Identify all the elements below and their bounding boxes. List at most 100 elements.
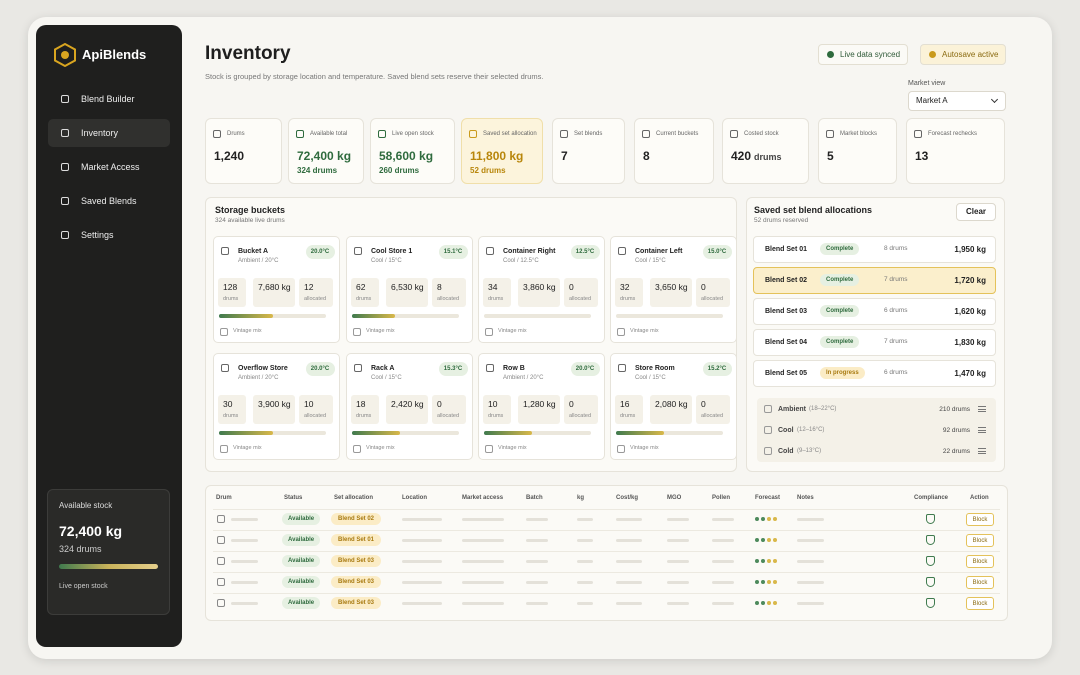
set-drums: 7 drums — [884, 276, 908, 284]
column-header: Pollen — [712, 495, 731, 501]
temp-pill — [306, 245, 335, 259]
forecast-dot — [755, 538, 759, 542]
block-button[interactable] — [966, 534, 994, 547]
block-button[interactable] — [966, 555, 994, 568]
stat-box — [518, 395, 560, 424]
column-header: Batch — [526, 495, 543, 501]
forecast-dot — [761, 538, 765, 542]
icon — [764, 447, 772, 455]
stock-card — [47, 489, 170, 615]
kpi-value: 5 — [827, 149, 834, 163]
icon — [642, 130, 650, 138]
row-divider — [213, 551, 1000, 552]
icon — [61, 197, 69, 205]
kpi-card — [906, 118, 1005, 184]
stat-box — [432, 395, 466, 424]
bucket-footer: Vintage mix — [233, 328, 262, 335]
progress-fill — [616, 431, 665, 435]
nav-label: Saved Blends — [81, 195, 137, 206]
block-button[interactable] — [966, 597, 994, 610]
icon — [617, 328, 625, 336]
placeholder — [462, 602, 504, 605]
placeholder — [712, 518, 734, 521]
placeholder — [577, 602, 593, 605]
block-label: Block — [972, 600, 988, 607]
market-view-label: Market view — [908, 79, 946, 87]
stat-value: 0 — [569, 398, 574, 409]
set-row[interactable] — [753, 298, 996, 325]
stat-box — [650, 395, 692, 424]
clear-button[interactable] — [956, 203, 996, 221]
set-kg: 1,830 kg — [954, 337, 986, 347]
icon — [469, 130, 477, 138]
icon — [486, 247, 494, 255]
stat-box — [650, 278, 692, 307]
progress-track — [484, 314, 591, 318]
kpi-value: 420 — [731, 149, 752, 163]
placeholder — [667, 602, 689, 605]
placeholder — [797, 581, 824, 584]
market-select[interactable] — [908, 91, 1006, 111]
icon — [730, 130, 738, 138]
set-row[interactable] — [753, 236, 996, 263]
placeholder — [667, 539, 689, 542]
stock-value: 72,400 kg — [59, 523, 123, 539]
stat-label: allocated — [701, 296, 724, 303]
temp-pill — [306, 362, 335, 376]
kpi-label: Costed stock — [744, 131, 779, 137]
icon — [217, 599, 225, 607]
bucket-sub: Cool / 15°C — [371, 375, 402, 381]
placeholder — [797, 539, 824, 542]
stat-box — [386, 395, 428, 424]
set-status: Complete — [820, 336, 860, 348]
stat-value: 12 — [304, 281, 314, 292]
placeholder — [797, 518, 824, 521]
placeholder — [231, 539, 258, 542]
set-row[interactable] — [753, 360, 996, 387]
stat-value: 0 — [437, 398, 442, 409]
zone-box — [757, 398, 996, 462]
block-button[interactable] — [966, 576, 994, 589]
set-status: Complete — [820, 274, 860, 286]
bucket-footer: Vintage mix — [233, 445, 262, 452]
kpi-value: 58,600 kg — [379, 149, 434, 163]
placeholder — [526, 602, 548, 605]
temp-pill — [703, 245, 732, 259]
nav-label: Market Access — [81, 161, 140, 172]
icon — [764, 405, 772, 413]
placeholder — [526, 560, 548, 563]
placeholder — [667, 560, 689, 563]
zone-range: (18–22°C) — [809, 406, 837, 412]
icon — [296, 130, 304, 138]
placeholder — [402, 518, 442, 521]
set-name: Blend Set 02 — [765, 277, 808, 284]
panel-subtitle: 324 available live drums — [215, 216, 285, 224]
block-label: Block — [972, 558, 988, 565]
stock-bar — [59, 564, 158, 569]
column-header: Forecast — [755, 495, 781, 501]
brand: ApiBlends — [82, 46, 147, 62]
panel-title: Storage buckets — [215, 204, 286, 215]
kpi-label: Live open stock — [392, 131, 434, 137]
stat-box — [351, 278, 379, 307]
bucket-temp: 20.0°C — [310, 366, 330, 372]
icon — [61, 129, 69, 137]
placeholder — [231, 518, 258, 521]
row-status: Available — [282, 576, 321, 588]
set-row[interactable] — [753, 267, 996, 294]
set-row[interactable] — [753, 329, 996, 356]
stat-value: 2,420 kg — [391, 398, 424, 409]
progress-track — [352, 431, 459, 435]
icon — [354, 364, 362, 372]
badge-dot — [929, 51, 936, 58]
stat-label: allocated — [437, 296, 460, 303]
stock-label: Available stock — [59, 501, 113, 510]
kpi-value: 7 — [561, 149, 568, 163]
stat-label: drums — [356, 296, 372, 303]
block-button[interactable] — [966, 513, 994, 526]
zone-name: Cold — [778, 447, 794, 455]
forecast-dot — [773, 538, 777, 542]
bucket-footer: Vintage mix — [366, 445, 395, 452]
stat-value: 32 — [620, 281, 630, 292]
placeholder — [402, 560, 442, 563]
